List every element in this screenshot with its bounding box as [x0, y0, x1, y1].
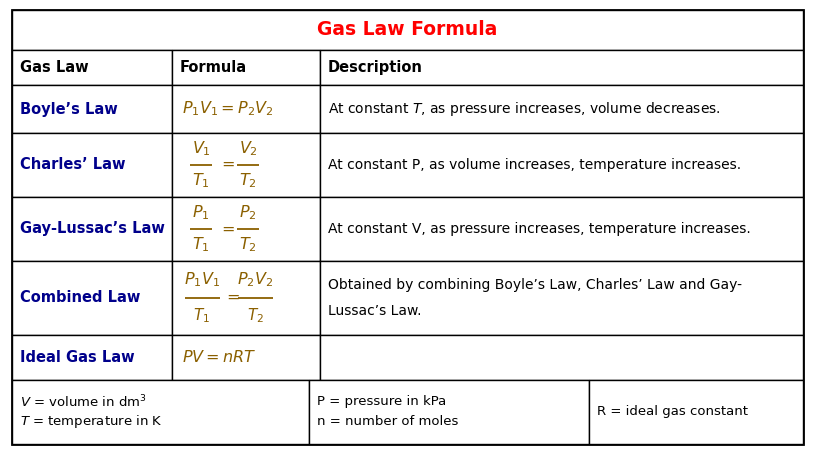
Bar [320, 49, 803, 85]
Text: At constant P, as volume increases, temperature increases.: At constant P, as volume increases, temp… [328, 158, 741, 172]
Text: $\mathit{V}_\mathit{1}$: $\mathit{V}_\mathit{1}$ [192, 139, 210, 158]
Text: =: = [221, 157, 235, 172]
Text: $\mathit{P_1V_1 = P_2V_2}$: $\mathit{P_1V_1 = P_2V_2}$ [182, 100, 274, 118]
Bar [172, 133, 320, 197]
Text: Description: Description [328, 60, 423, 75]
Text: $\mathit{T}_\mathit{1}$: $\mathit{T}_\mathit{1}$ [193, 306, 210, 325]
Text: $\mathit{PV = nRT}$: $\mathit{PV = nRT}$ [182, 349, 256, 365]
Text: $\mathit{T}_\mathit{2}$: $\mathit{T}_\mathit{2}$ [239, 236, 257, 254]
Text: Gas Law Formula: Gas Law Formula [317, 20, 498, 39]
Text: Lussac’s Law.: Lussac’s Law. [328, 304, 421, 318]
Text: P = pressure in kPa: P = pressure in kPa [316, 395, 446, 409]
Text: At constant V, as pressure increases, temperature increases.: At constant V, as pressure increases, te… [328, 222, 751, 236]
Bar [12, 335, 172, 380]
Text: =: = [221, 222, 235, 237]
Text: =: = [227, 290, 240, 305]
Bar [12, 197, 172, 261]
Bar [12, 85, 172, 133]
Bar [12, 10, 803, 49]
Bar [172, 85, 320, 133]
Text: $\mathit{T}_\mathit{1}$: $\mathit{T}_\mathit{1}$ [192, 236, 210, 254]
Text: R = ideal gas constant: R = ideal gas constant [597, 405, 748, 419]
Bar [320, 197, 803, 261]
Bar [320, 261, 803, 335]
Bar [12, 133, 172, 197]
Bar [12, 380, 309, 444]
Text: $\mathit{P}_\mathit{2}$: $\mathit{P}_\mathit{2}$ [239, 203, 257, 222]
Text: Charles’ Law: Charles’ Law [20, 157, 126, 172]
Text: $V$ = volume in dm$^3$: $V$ = volume in dm$^3$ [20, 394, 147, 410]
Bar [589, 380, 803, 444]
Text: Formula: Formula [180, 60, 247, 75]
Bar [309, 380, 589, 444]
Bar [12, 49, 172, 85]
Bar [320, 85, 803, 133]
Text: Combined Law: Combined Law [20, 290, 140, 305]
Bar [172, 261, 320, 335]
Text: $T$ = temperature in K: $T$ = temperature in K [20, 414, 162, 430]
Text: $\mathit{T}_\mathit{1}$: $\mathit{T}_\mathit{1}$ [192, 171, 210, 190]
Text: $\mathit{P}_\mathit{1}$: $\mathit{P}_\mathit{1}$ [192, 203, 209, 222]
Text: $\mathit{P_1V_1}$: $\mathit{P_1V_1}$ [184, 271, 220, 289]
Bar [12, 261, 172, 335]
Text: Obtained by combining Boyle’s Law, Charles’ Law and Gay-: Obtained by combining Boyle’s Law, Charl… [328, 278, 742, 292]
Text: n = number of moles: n = number of moles [316, 415, 458, 429]
Text: $\mathit{T}_\mathit{2}$: $\mathit{T}_\mathit{2}$ [247, 306, 264, 325]
Bar [172, 335, 320, 380]
Bar [172, 197, 320, 261]
Bar [172, 49, 320, 85]
Text: $\mathit{V}_\mathit{2}$: $\mathit{V}_\mathit{2}$ [239, 139, 258, 158]
Text: Boyle’s Law: Boyle’s Law [20, 102, 117, 117]
Text: $\mathit{P_2V_2}$: $\mathit{P_2V_2}$ [237, 271, 274, 289]
Text: Gas Law: Gas Law [20, 60, 89, 75]
Text: Gay-Lussac’s Law: Gay-Lussac’s Law [20, 222, 165, 237]
Text: $\mathit{T}_\mathit{2}$: $\mathit{T}_\mathit{2}$ [239, 171, 257, 190]
Bar [320, 335, 803, 380]
Text: Ideal Gas Law: Ideal Gas Law [20, 350, 134, 365]
Text: At constant $\mathit{T}$, as pressure increases, volume decreases.: At constant $\mathit{T}$, as pressure in… [328, 100, 720, 118]
Bar [320, 133, 803, 197]
